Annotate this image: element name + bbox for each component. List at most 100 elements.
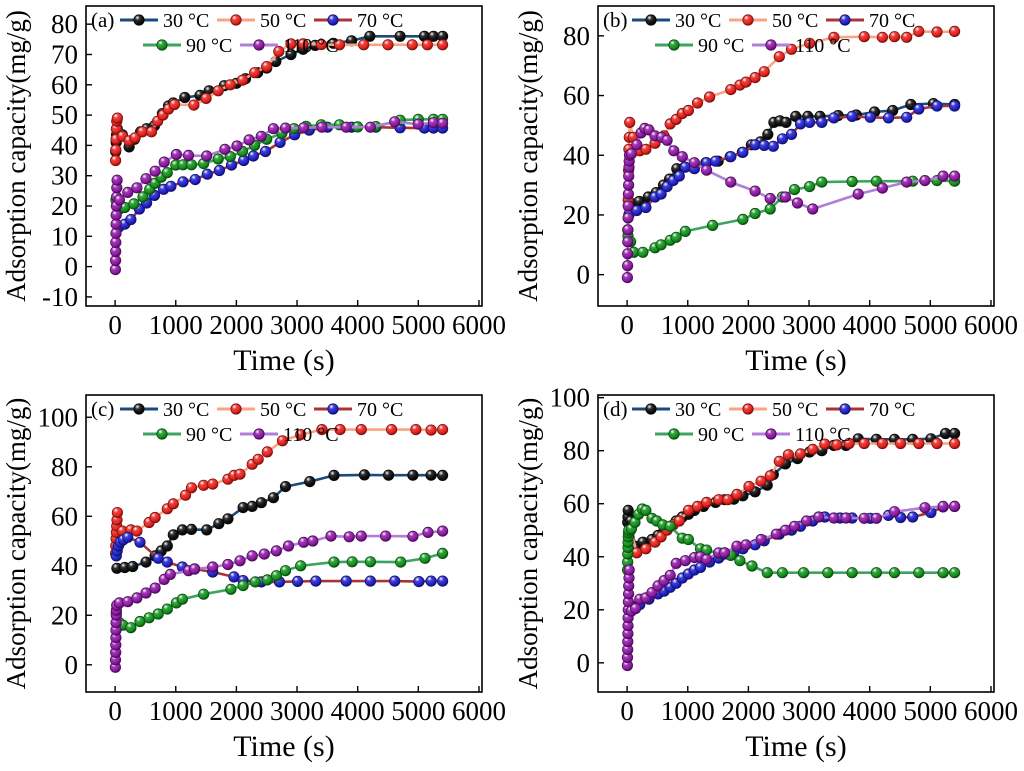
- data-point-marker: [364, 121, 376, 133]
- x-axis-title: Time (s): [233, 344, 334, 377]
- data-point-marker: [422, 526, 434, 538]
- y-tick-label: 40: [51, 551, 78, 581]
- data-point-marker: [201, 168, 213, 180]
- data-point-marker: [655, 188, 667, 200]
- data-point-marker: [622, 200, 634, 212]
- data-point-marker: [816, 176, 828, 188]
- data-point-marker: [168, 98, 181, 111]
- y-axis-title: Adsorption capacity(mg/g): [513, 398, 543, 690]
- panel-label: (c): [91, 397, 114, 421]
- data-point-marker: [261, 446, 273, 458]
- data-point-marker: [852, 188, 864, 200]
- data-point-marker: [816, 116, 828, 129]
- data-point-marker: [622, 236, 634, 248]
- y-tick-label: 60: [51, 70, 78, 100]
- data-point-marker: [828, 31, 840, 43]
- data-point-marker: [788, 520, 801, 532]
- data-point-marker: [425, 469, 437, 481]
- data-point-marker: [785, 43, 798, 55]
- data-point-marker: [334, 423, 346, 436]
- data-point-marker: [149, 582, 161, 594]
- data-point-marker: [637, 246, 649, 258]
- data-point-marker: [676, 151, 688, 163]
- legend-item: 30 °C: [632, 399, 721, 421]
- data-point-marker: [622, 224, 634, 236]
- data-point-marker: [948, 25, 961, 38]
- x-tick-label: 5000: [391, 310, 445, 340]
- data-point-marker: [295, 428, 307, 441]
- data-point-marker: [355, 423, 367, 436]
- data-point-marker: [731, 488, 743, 501]
- data-point-marker: [421, 39, 433, 51]
- data-point-marker: [164, 568, 176, 580]
- data-point-marker: [937, 500, 949, 513]
- legend: (b) 30 °C 50 °C 70 °C 90 °C 110 °C: [603, 8, 915, 57]
- data-point-marker: [249, 576, 261, 588]
- legend-marker: [839, 14, 851, 26]
- data-point-marker: [111, 112, 124, 124]
- x-tick-label: 4000: [331, 310, 385, 340]
- data-point-marker: [948, 500, 961, 513]
- data-point-marker: [201, 150, 213, 162]
- data-point-marker: [225, 583, 237, 595]
- y-tick-label: 40: [563, 542, 590, 572]
- data-point-marker: [436, 575, 449, 587]
- data-point-marker: [355, 530, 367, 542]
- y-tick-label: 0: [577, 260, 591, 290]
- x-tick-label: 0: [108, 696, 122, 726]
- data-point-marker: [188, 99, 200, 111]
- data-point-marker: [161, 540, 173, 552]
- legend-label: 110 °C: [795, 424, 851, 446]
- data-point-marker: [382, 39, 394, 51]
- data-point-marker: [291, 575, 304, 587]
- data-point-marker: [740, 539, 752, 551]
- data-point-marker: [761, 567, 773, 579]
- data-point-marker: [673, 515, 685, 527]
- legend-label: 70 °C: [869, 10, 915, 32]
- data-point-marker: [931, 100, 943, 112]
- data-point-marker: [315, 38, 327, 51]
- data-point-marker: [213, 164, 225, 177]
- data-point-marker: [122, 531, 134, 543]
- data-point-marker: [701, 553, 713, 565]
- y-tick-label: 20: [563, 595, 590, 625]
- legend-marker: [230, 14, 242, 26]
- legend: (a) 30 °C 50 °C 70 °C 90 °C 110 °C: [91, 8, 403, 57]
- legend-label: 90 °C: [186, 424, 232, 446]
- data-point-marker: [161, 167, 173, 179]
- data-point-marker: [725, 84, 737, 96]
- data-point-marker: [901, 176, 913, 188]
- x-tick-label: 4000: [843, 696, 897, 726]
- x-tick-label: 1000: [149, 310, 203, 340]
- x-tick-label: 2000: [209, 696, 263, 726]
- data-point-marker: [888, 31, 901, 43]
- data-point-marker: [246, 550, 258, 562]
- x-tick-label: 4000: [843, 310, 897, 340]
- data-point-marker: [131, 592, 143, 604]
- data-point-marker: [623, 564, 635, 576]
- data-point-marker: [129, 132, 141, 144]
- data-point-marker: [743, 480, 755, 493]
- legend-item: 70 °C: [826, 399, 915, 421]
- legend-item: 50 °C: [217, 10, 306, 32]
- data-point-marker: [224, 79, 236, 91]
- series-50°C: [110, 38, 449, 167]
- y-tick-label: 20: [51, 600, 78, 630]
- y-tick-label: 50: [51, 100, 78, 130]
- data-point-marker: [298, 122, 310, 134]
- data-point-marker: [110, 154, 122, 167]
- y-tick-label: 40: [563, 140, 590, 170]
- data-point-marker: [803, 116, 816, 129]
- series-90°C: [110, 547, 449, 634]
- chart-panel-d: 0 1000 2000 3000 4000 5000 6000 0 20 40 60 80 100 Tim…: [512, 383, 1024, 771]
- legend-item: 90 °C: [655, 424, 744, 446]
- data-point-marker: [249, 67, 261, 79]
- legend-item: 90 °C: [143, 35, 232, 57]
- data-point-marker: [640, 143, 652, 155]
- y-tick-label: 10: [51, 221, 78, 251]
- data-point-marker: [758, 66, 770, 78]
- data-point-marker: [794, 118, 807, 130]
- y-tick-label: 80: [563, 21, 590, 51]
- data-point-marker: [231, 140, 243, 152]
- data-point-marker: [158, 156, 170, 168]
